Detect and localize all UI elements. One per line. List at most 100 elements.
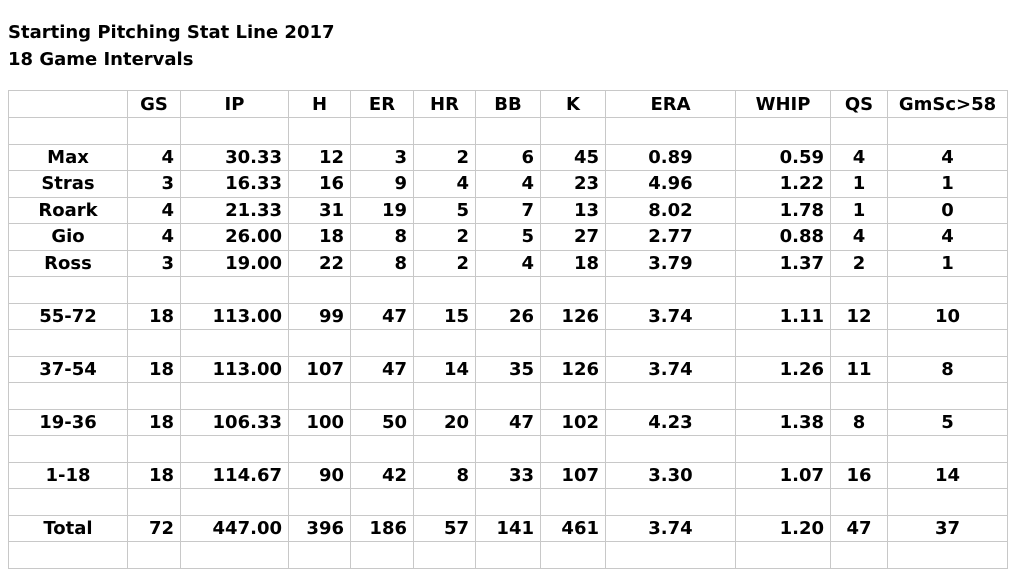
cell: 126 <box>540 355 606 383</box>
cell: 50 <box>350 408 414 436</box>
cell: 45 <box>540 143 606 171</box>
empty-cell <box>735 488 831 516</box>
cell: 8 <box>887 355 1008 383</box>
empty-cell <box>475 117 541 145</box>
empty-cell <box>127 541 181 569</box>
empty-cell <box>288 488 351 516</box>
column-header: QS <box>830 90 888 118</box>
cell: 19 <box>350 196 414 224</box>
empty-cell <box>605 435 736 463</box>
row-label: 55-72 <box>8 302 128 330</box>
cell: 114.67 <box>180 461 289 489</box>
data-row: Stras 3 16.33 16 9 4 4 23 4.96 1.22 1 1 <box>8 170 1008 198</box>
empty-cell <box>288 541 351 569</box>
cell: 1 <box>887 249 1008 277</box>
empty-cell <box>350 488 414 516</box>
column-header: HR <box>413 90 476 118</box>
empty-cell <box>475 329 541 357</box>
empty-cell <box>887 382 1008 410</box>
empty-cell <box>475 382 541 410</box>
empty-cell <box>8 435 128 463</box>
empty-cell <box>605 329 736 357</box>
empty-cell <box>735 435 831 463</box>
column-header: H <box>288 90 351 118</box>
cell: 18 <box>540 249 606 277</box>
cell: 4 <box>830 223 888 251</box>
page: {"header": {"title": "Starting Pitching … <box>8 22 1008 569</box>
cell: 8 <box>413 461 476 489</box>
cell: 57 <box>413 514 476 542</box>
cell: 3 <box>127 249 181 277</box>
cell: 107 <box>288 355 351 383</box>
empty-cell <box>180 541 289 569</box>
cell: 16.33 <box>180 170 289 198</box>
cell: 15 <box>413 302 476 330</box>
empty-cell <box>540 541 606 569</box>
empty-cell <box>605 541 736 569</box>
cell: 90 <box>288 461 351 489</box>
empty-cell <box>8 329 128 357</box>
cell: 18 <box>127 461 181 489</box>
empty-cell <box>540 435 606 463</box>
cell: 126 <box>540 302 606 330</box>
empty-cell <box>180 382 289 410</box>
cell: 1.07 <box>735 461 831 489</box>
empty-cell <box>8 541 128 569</box>
corner-cell <box>8 90 128 118</box>
empty-cell <box>288 276 351 304</box>
stats-table: GS IP H ER HR BB K ERA WHIP QS GmSc>58 Max 4 30.33 12 3… <box>8 90 1008 569</box>
row-label: Gio <box>8 223 128 251</box>
empty-cell <box>413 488 476 516</box>
cell: 18 <box>127 408 181 436</box>
empty-cell <box>350 541 414 569</box>
empty-cell <box>180 117 289 145</box>
column-header: IP <box>180 90 289 118</box>
cell: 10 <box>887 302 1008 330</box>
cell: 4 <box>887 143 1008 171</box>
cell: 16 <box>288 170 351 198</box>
empty-cell <box>735 276 831 304</box>
cell: 5 <box>887 408 1008 436</box>
cell: 18 <box>127 355 181 383</box>
empty-cell <box>288 435 351 463</box>
cell: 102 <box>540 408 606 436</box>
cell: 4 <box>127 143 181 171</box>
cell: 4 <box>413 170 476 198</box>
column-header: K <box>540 90 606 118</box>
cell: 0.88 <box>735 223 831 251</box>
spacer-row <box>8 329 1008 357</box>
empty-cell <box>413 435 476 463</box>
empty-cell <box>127 435 181 463</box>
cell: 47 <box>350 355 414 383</box>
empty-cell <box>8 276 128 304</box>
empty-cell <box>830 117 888 145</box>
cell: 42 <box>350 461 414 489</box>
cell: 47 <box>830 514 888 542</box>
spacer-row <box>8 541 1008 569</box>
empty-cell <box>475 435 541 463</box>
empty-cell <box>605 276 736 304</box>
empty-cell <box>8 117 128 145</box>
cell: 13 <box>540 196 606 224</box>
cell: 100 <box>288 408 351 436</box>
cell: 396 <box>288 514 351 542</box>
cell: 0.59 <box>735 143 831 171</box>
cell: 0.89 <box>605 143 736 171</box>
cell: 14 <box>413 355 476 383</box>
data-row: 19-36 18 106.33 100 50 20 47 102 4.23 1.38 8 5 <box>8 408 1008 436</box>
cell: 1 <box>830 170 888 198</box>
empty-cell <box>830 541 888 569</box>
cell: 2.77 <box>605 223 736 251</box>
cell: 106.33 <box>180 408 289 436</box>
cell: 1.38 <box>735 408 831 436</box>
column-header: ERA <box>605 90 736 118</box>
cell: 4 <box>127 196 181 224</box>
row-label: 19-36 <box>8 408 128 436</box>
cell: 72 <box>127 514 181 542</box>
cell: 3 <box>127 170 181 198</box>
cell: 22 <box>288 249 351 277</box>
empty-cell <box>413 382 476 410</box>
empty-cell <box>288 382 351 410</box>
cell: 1.20 <box>735 514 831 542</box>
cell: 5 <box>413 196 476 224</box>
